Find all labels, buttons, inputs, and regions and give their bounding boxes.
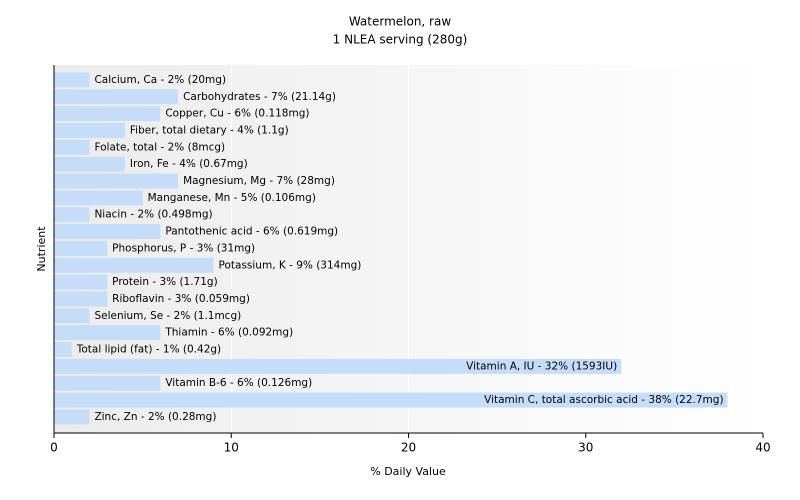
bar	[54, 257, 214, 273]
bar-label: Vitamin A, IU - 32% (1593IU)	[466, 360, 617, 372]
chart-title: Watermelon, raw	[349, 15, 452, 29]
x-tick-label: 0	[50, 441, 58, 455]
x-axis-label: % Daily Value	[370, 465, 446, 478]
bar-label: Vitamin B-6 - 6% (0.126mg)	[165, 377, 312, 389]
bar	[54, 325, 161, 341]
bar	[54, 207, 90, 223]
bar	[54, 409, 90, 425]
bar-label: Folate, total - 2% (8mcg)	[94, 141, 225, 153]
bar-label: Potassium, K - 9% (314mg)	[219, 259, 362, 271]
bar-label: Vitamin C, total ascorbic acid - 38% (22…	[484, 394, 723, 406]
bar	[54, 72, 90, 88]
bar-label: Iron, Fe - 4% (0.67mg)	[130, 158, 248, 170]
bar	[54, 224, 161, 240]
bar	[54, 240, 108, 256]
bar	[54, 89, 179, 105]
bar-label: Magnesium, Mg - 7% (28mg)	[183, 175, 335, 187]
bar	[54, 139, 90, 155]
bar	[54, 274, 108, 290]
x-tick-label: 20	[401, 441, 416, 455]
bar-label: Selenium, Se - 2% (1.1mcg)	[94, 310, 241, 322]
bar	[54, 106, 161, 122]
bar	[54, 308, 90, 324]
bar	[54, 122, 125, 138]
bar-label: Pantothenic acid - 6% (0.619mg)	[165, 226, 338, 238]
bar-label: Manganese, Mn - 5% (0.106mg)	[148, 192, 316, 204]
bar-label: Protein - 3% (1.71g)	[112, 276, 218, 288]
bar	[54, 358, 622, 374]
y-axis-label: Nutrient	[35, 226, 48, 272]
bar	[54, 342, 72, 358]
x-tick-label: 40	[755, 441, 770, 455]
bar	[54, 190, 143, 206]
bar	[54, 392, 728, 408]
x-tick-label: 10	[224, 441, 239, 455]
x-tick-label: 30	[578, 441, 593, 455]
bar	[54, 291, 108, 307]
bar-label: Niacin - 2% (0.498mg)	[94, 209, 212, 221]
bar	[54, 375, 161, 391]
bar-label: Fiber, total dietary - 4% (1.1g)	[130, 124, 289, 136]
bar	[54, 173, 179, 189]
bar-label: Calcium, Ca - 2% (20mg)	[94, 74, 226, 86]
bar-label: Phosphorus, P - 3% (31mg)	[112, 242, 255, 254]
bar-label: Copper, Cu - 6% (0.118mg)	[165, 108, 309, 120]
bar-label: Thiamin - 6% (0.092mg)	[164, 327, 293, 339]
bar-label: Carbohydrates - 7% (21.14g)	[183, 91, 336, 103]
bar-label: Total lipid (fat) - 1% (0.42g)	[76, 344, 221, 356]
chart-subtitle: 1 NLEA serving (280g)	[333, 33, 468, 47]
bar	[54, 156, 125, 172]
bar-label: Riboflavin - 3% (0.059mg)	[112, 293, 250, 305]
bar-label: Zinc, Zn - 2% (0.28mg)	[94, 411, 216, 423]
